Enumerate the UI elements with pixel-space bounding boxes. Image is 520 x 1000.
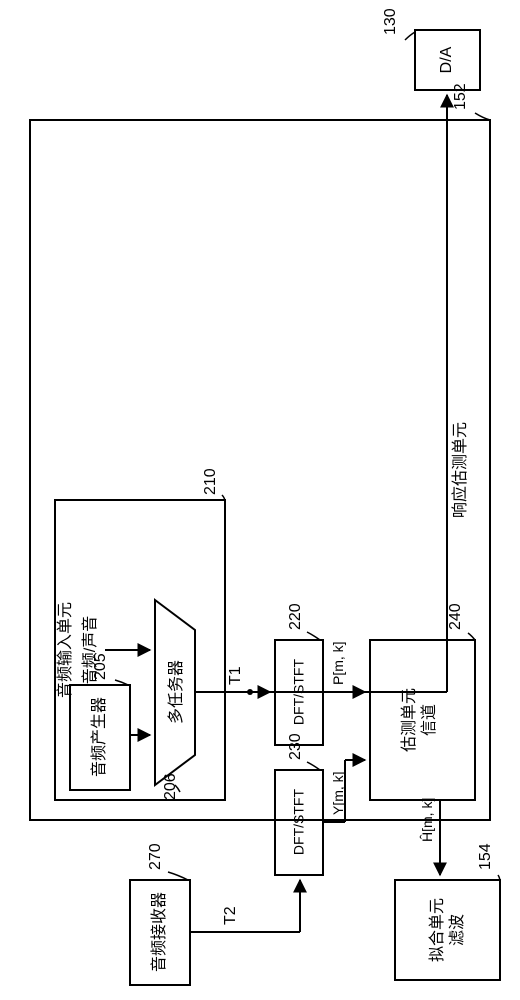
ref-205: 205: [92, 653, 109, 680]
ref-270: 270: [147, 843, 164, 870]
filter-label-2: 拟合单元: [428, 898, 446, 962]
da-label: D/A: [438, 46, 455, 73]
ref-130: 130: [382, 8, 399, 35]
response-estimation-label: 响应估测单元: [450, 422, 469, 518]
ref-210: 210: [202, 468, 219, 495]
ref-152: 152: [452, 83, 469, 110]
dft-lower-label: DFT/STFT: [291, 789, 307, 856]
audio-input-label: 音频输入单元: [56, 602, 74, 698]
ref-154: 154: [477, 843, 494, 870]
audio-generator-label: 音频产生器: [90, 697, 108, 777]
channel-est-label-2: 估测单元: [400, 688, 418, 752]
y-mk-label: Y[m, k]: [330, 771, 346, 815]
channel-est-label-1: 信道: [420, 704, 438, 736]
ref-240: 240: [447, 603, 464, 630]
p-mk-label: P[m, k]: [330, 641, 346, 685]
t2-label: T2: [222, 906, 239, 925]
t1-label: T1: [227, 666, 244, 685]
h-mk-label: Ĥ[m, k]: [419, 798, 435, 842]
ref-230: 230: [287, 733, 304, 760]
filter-fit-unit: [395, 880, 500, 980]
dft-upper-label: DFT/STFT: [291, 659, 307, 726]
ref-220: 220: [287, 603, 304, 630]
audio-receiver-label: 音频接收器: [150, 892, 168, 972]
filter-label-1: 滤波: [448, 914, 466, 946]
mux-label: 多任务器: [167, 660, 185, 724]
